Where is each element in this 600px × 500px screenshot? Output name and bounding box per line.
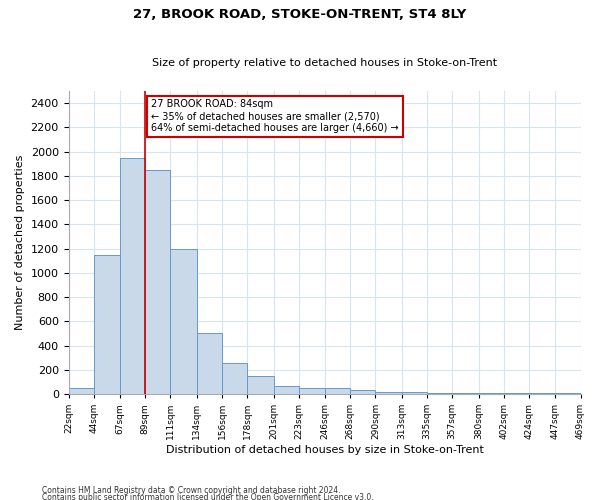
Bar bbox=[427, 393, 452, 394]
Bar bbox=[94, 254, 120, 394]
Bar bbox=[402, 392, 427, 394]
Bar bbox=[197, 334, 222, 394]
Y-axis label: Number of detached properties: Number of detached properties bbox=[15, 155, 25, 330]
Text: Contains public sector information licensed under the Open Government Licence v3: Contains public sector information licen… bbox=[42, 494, 374, 500]
Text: 27 BROOK ROAD: 84sqm
← 35% of detached houses are smaller (2,570)
64% of semi-de: 27 BROOK ROAD: 84sqm ← 35% of detached h… bbox=[151, 100, 398, 132]
Text: 27, BROOK ROAD, STOKE-ON-TRENT, ST4 8LY: 27, BROOK ROAD, STOKE-ON-TRENT, ST4 8LY bbox=[133, 8, 467, 20]
Bar bbox=[299, 388, 325, 394]
Bar bbox=[120, 158, 145, 394]
Bar bbox=[68, 388, 94, 394]
Bar bbox=[222, 362, 247, 394]
Bar bbox=[376, 392, 402, 394]
Bar bbox=[247, 376, 274, 394]
Bar bbox=[274, 386, 299, 394]
Title: Size of property relative to detached houses in Stoke-on-Trent: Size of property relative to detached ho… bbox=[152, 58, 497, 68]
Bar bbox=[350, 390, 376, 394]
Bar bbox=[325, 388, 350, 394]
Text: Contains HM Land Registry data © Crown copyright and database right 2024.: Contains HM Land Registry data © Crown c… bbox=[42, 486, 341, 495]
X-axis label: Distribution of detached houses by size in Stoke-on-Trent: Distribution of detached houses by size … bbox=[166, 445, 484, 455]
Bar bbox=[170, 248, 197, 394]
Bar bbox=[145, 170, 170, 394]
